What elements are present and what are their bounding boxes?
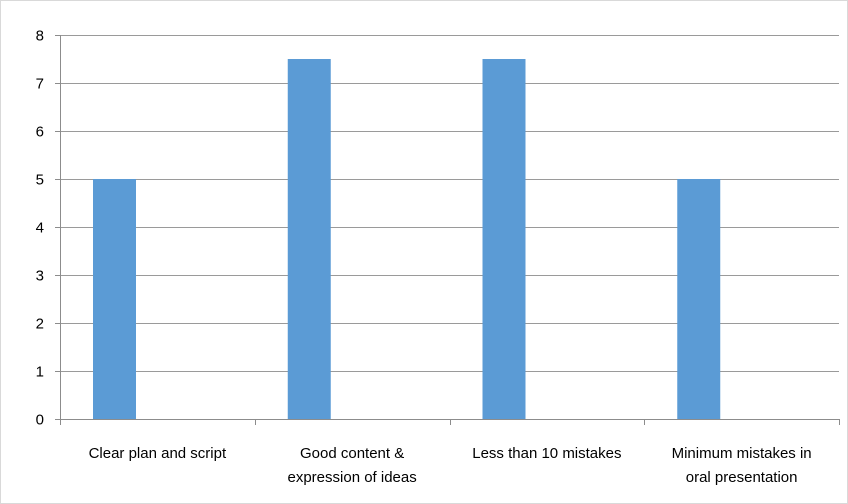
bar-2: [287, 59, 331, 419]
y-tick-label-3: 3: [36, 268, 44, 285]
y-tick-label-8: 8: [36, 28, 44, 45]
x-tick-label-line: Less than 10 mistakes: [472, 445, 621, 462]
axes: [55, 35, 840, 425]
y-tick-label-1: 1: [36, 364, 44, 381]
x-tick-label-1: Clear plan and script: [89, 445, 227, 462]
x-tick-label-4: Minimum mistakes in oral presentation: [672, 445, 812, 486]
x-tick-label-line: oral presentation: [686, 469, 798, 486]
y-tick-label-7: 7: [36, 76, 44, 93]
x-tick-label-line: expression of ideas: [288, 469, 417, 486]
y-tick-label-6: 6: [36, 124, 44, 141]
bars: [93, 59, 721, 419]
bar-1: [93, 179, 136, 419]
bar-3: [482, 59, 526, 419]
gridlines: [60, 35, 839, 372]
x-tick-label-line: Clear plan and script: [89, 445, 227, 462]
y-tick-label-0: 0: [36, 412, 44, 429]
x-tick-label-2: Good content & expression of ideas: [288, 445, 417, 486]
bar-4: [677, 179, 721, 419]
x-tick-label-line: Minimum mistakes in: [672, 445, 812, 462]
x-tick-label-line: Good content &: [300, 445, 404, 462]
y-tick-label-5: 5: [36, 172, 44, 189]
tick-labels: 0 1 2 3 4 5 6 7 8 Clear plan and script Good conte…: [36, 28, 812, 487]
x-tick-label-3: Less than 10 mistakes: [472, 445, 621, 462]
y-tick-label-2: 2: [36, 316, 44, 333]
y-tick-label-4: 4: [36, 220, 44, 237]
